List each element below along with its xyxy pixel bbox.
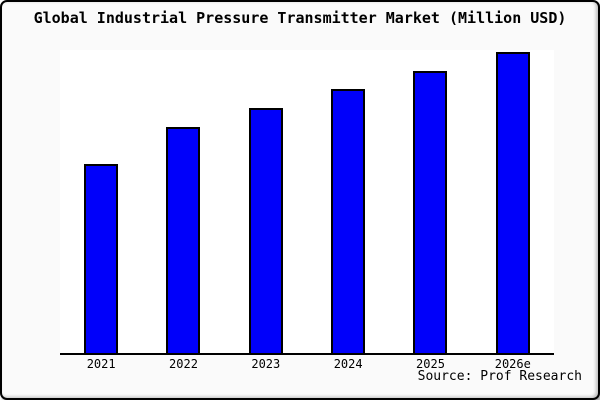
x-axis-label: 2021 <box>86 357 116 371</box>
plot-area <box>60 50 554 355</box>
bar-slot <box>472 50 554 353</box>
x-axis-label: 2022 <box>169 357 198 371</box>
bar-slot <box>389 50 471 353</box>
bar-2024 <box>331 89 366 353</box>
bar-slot <box>60 50 142 353</box>
source-note: Source: Prof Research <box>417 369 582 384</box>
bar-2026e <box>495 52 530 353</box>
chart-title: Global Industrial Pressure Transmitter M… <box>33 9 567 27</box>
x-axis-label: 2023 <box>251 357 281 371</box>
bar-slot <box>142 50 224 353</box>
x-axis-label: 2024 <box>333 357 363 371</box>
x-axis-label: 2026e <box>494 357 531 371</box>
bar-slot <box>307 50 389 353</box>
bar-2023 <box>248 108 283 353</box>
bars-container <box>60 50 554 353</box>
bar-slot <box>225 50 307 353</box>
bar-2021 <box>84 164 119 353</box>
x-axis-labels: 2021 2022 2023 2024 2025 2026e <box>60 357 554 371</box>
bar-2022 <box>166 127 201 353</box>
bar-2025 <box>413 71 448 353</box>
x-axis-label: 2025 <box>416 357 445 371</box>
